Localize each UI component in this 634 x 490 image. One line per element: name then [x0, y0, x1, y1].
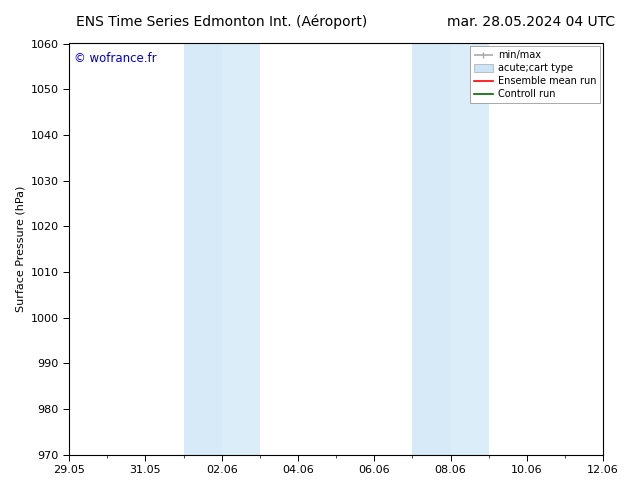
Legend: min/max, acute;cart type, Ensemble mean run, Controll run: min/max, acute;cart type, Ensemble mean … — [470, 47, 600, 103]
Bar — [451, 44, 489, 455]
Y-axis label: Surface Pressure (hPa): Surface Pressure (hPa) — [15, 186, 25, 312]
Text: ENS Time Series Edmonton Int. (Aéroport): ENS Time Series Edmonton Int. (Aéroport) — [76, 15, 367, 29]
Bar — [183, 44, 222, 455]
Bar — [412, 44, 451, 455]
Bar — [222, 44, 260, 455]
Text: mar. 28.05.2024 04 UTC: mar. 28.05.2024 04 UTC — [447, 15, 615, 29]
Text: © wofrance.fr: © wofrance.fr — [74, 52, 157, 65]
